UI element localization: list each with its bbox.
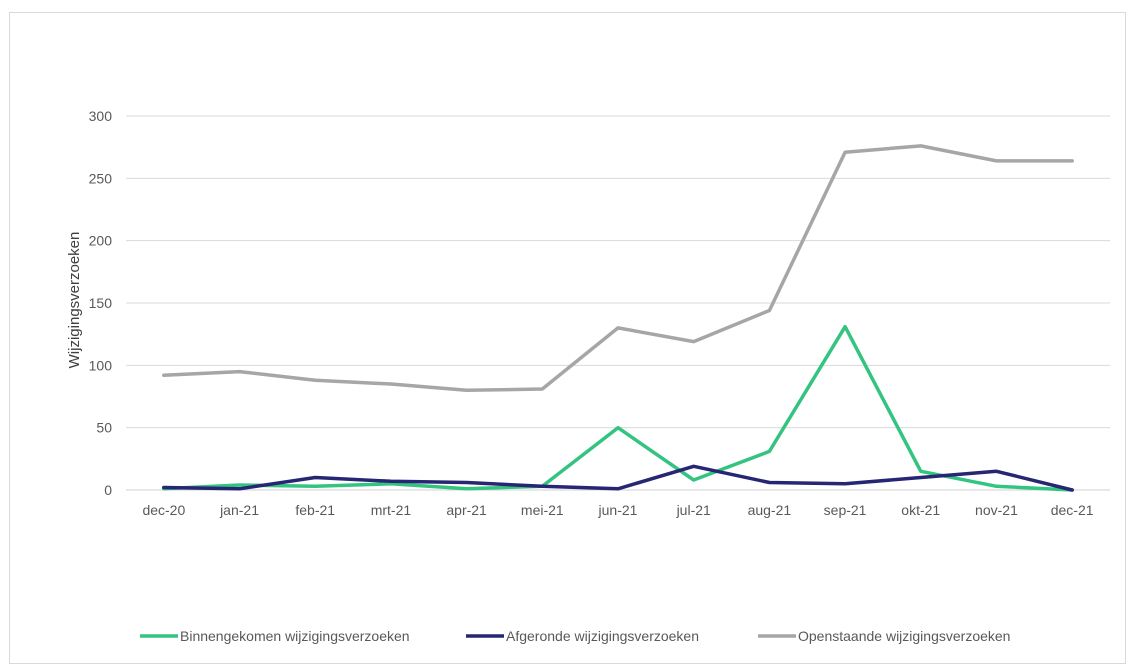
x-tick-label: jun-21 <box>598 502 638 518</box>
x-tick-label: jan-21 <box>219 502 259 518</box>
y-tick-label: 100 <box>89 357 113 373</box>
series-lines <box>162 144 1074 492</box>
x-tick-label: apr-21 <box>446 502 487 518</box>
x-tick-label: nov-21 <box>975 502 1018 518</box>
x-tick-label: dec-21 <box>1051 502 1094 518</box>
y-tick-label: 0 <box>104 482 112 498</box>
gridlines <box>126 115 1110 491</box>
series-line-1 <box>162 324 1074 492</box>
y-tick-label: 150 <box>89 295 113 311</box>
legend: Binnengekomen wijzigingsverzoeken Afgeron… <box>140 628 1010 644</box>
y-tick-label: 200 <box>89 233 113 249</box>
legend-label-1: Binnengekomen wijzigingsverzoeken <box>180 628 410 644</box>
series-line-2 <box>162 464 1074 492</box>
x-tick-labels: dec-20 jan-21 feb-21 mrt-21 apr-21 mei-21 jun-… <box>142 502 1093 518</box>
legend-label-2: Afgeronde wijzigingsverzoeken <box>506 628 699 644</box>
x-tick-label: sep-21 <box>824 502 867 518</box>
y-tick-labels: 0 50 100 150 200 250 300 <box>89 108 113 498</box>
y-axis-label: Wijzigingsverzoeken <box>66 232 83 369</box>
y-tick-label: 250 <box>89 170 113 186</box>
chart-frame <box>9 12 1126 664</box>
x-tick-label: dec-20 <box>142 502 185 518</box>
x-tick-label: okt-21 <box>901 502 940 518</box>
legend-label-3: Openstaande wijzigingsverzoeken <box>798 628 1010 644</box>
x-tick-label: feb-21 <box>295 502 335 518</box>
y-tick-label: 50 <box>96 420 112 436</box>
x-tick-label: mrt-21 <box>371 502 412 518</box>
x-tick-label: aug-21 <box>748 502 792 518</box>
x-tick-label: mei-21 <box>521 502 564 518</box>
series-line-3 <box>162 144 1074 393</box>
x-tick-label: jul-21 <box>676 502 711 518</box>
y-tick-label: 300 <box>89 108 113 124</box>
